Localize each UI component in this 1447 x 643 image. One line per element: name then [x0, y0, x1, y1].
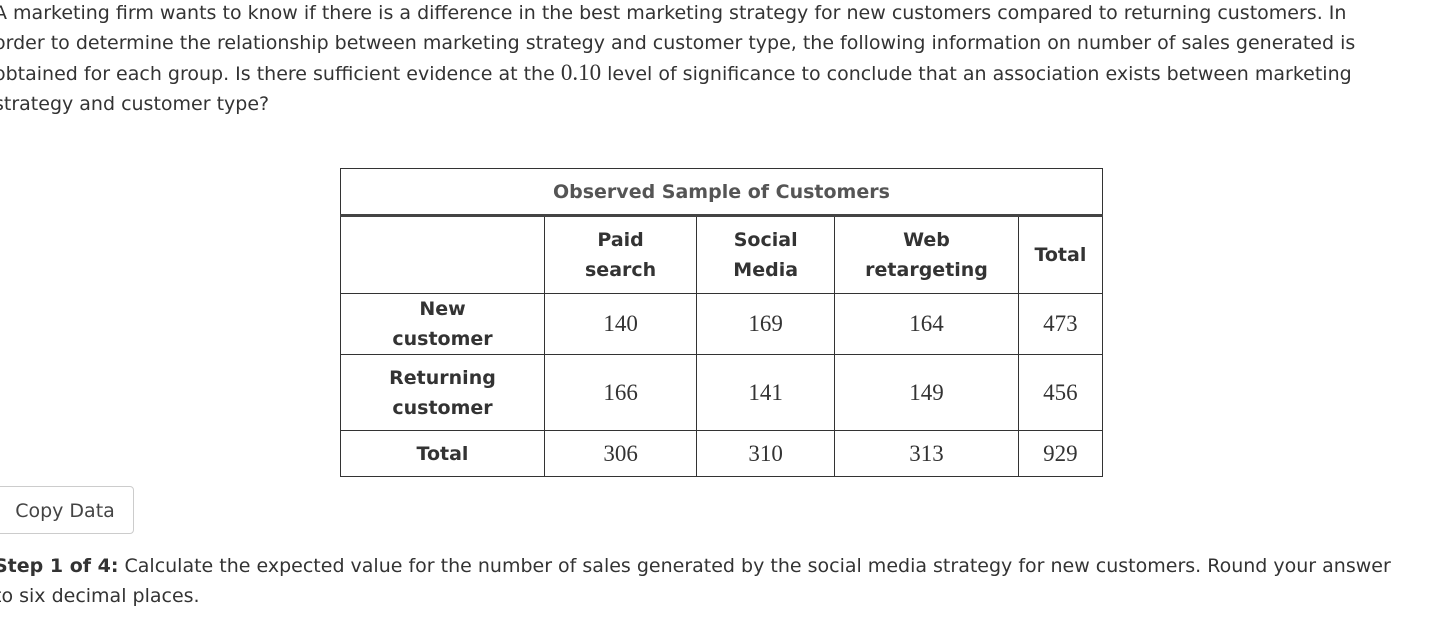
header-cell: Web retargeting: [834, 215, 1019, 294]
header-cell: Social Media: [696, 215, 836, 294]
cell: 313: [834, 430, 1019, 477]
row-label: New customer: [340, 293, 545, 355]
table-body: New customer 140 169 164 473 Returning custom…: [340, 293, 1103, 477]
table-row: Returning customer 166 141 149 456: [340, 354, 1103, 431]
row-label: Total: [340, 430, 545, 477]
question-text: A marketing firm wants to know if there …: [0, 2, 1356, 85]
cell: 310: [696, 430, 836, 477]
header-cell: [340, 215, 545, 294]
step-label: Step 1 of 4:: [0, 555, 119, 577]
cell: 456: [1017, 354, 1103, 431]
copy-data-button[interactable]: Copy Data: [0, 486, 134, 534]
row-label: Returning customer: [340, 354, 545, 431]
table-row: Total 306 310 313 929: [340, 430, 1103, 477]
cell: 473: [1017, 293, 1103, 355]
header-cell: Total: [1017, 215, 1103, 294]
significance-level: 0.10: [560, 60, 602, 85]
data-table: Observed Sample of Customers Paid search…: [340, 168, 1103, 477]
question: A marketing firm wants to know if there …: [0, 0, 1399, 119]
header-cell: Paid search: [543, 215, 698, 294]
cell: 149: [834, 354, 1019, 431]
cell: 141: [696, 354, 836, 431]
step: Step 1 of 4: Calculate the expected valu…: [0, 551, 1414, 611]
cell: 169: [696, 293, 836, 355]
step-text: Calculate the expected value for the num…: [0, 555, 1391, 607]
cell: 164: [834, 293, 1019, 355]
cell: 140: [543, 293, 698, 355]
table-title: Observed Sample of Customers: [340, 168, 1103, 217]
question-text: level of significance to conclude that a…: [0, 63, 1352, 115]
cell: 929: [1017, 430, 1103, 477]
table-row: New customer 140 169 164 473: [340, 293, 1103, 355]
cell: 166: [543, 354, 698, 431]
cell: 306: [543, 430, 698, 477]
